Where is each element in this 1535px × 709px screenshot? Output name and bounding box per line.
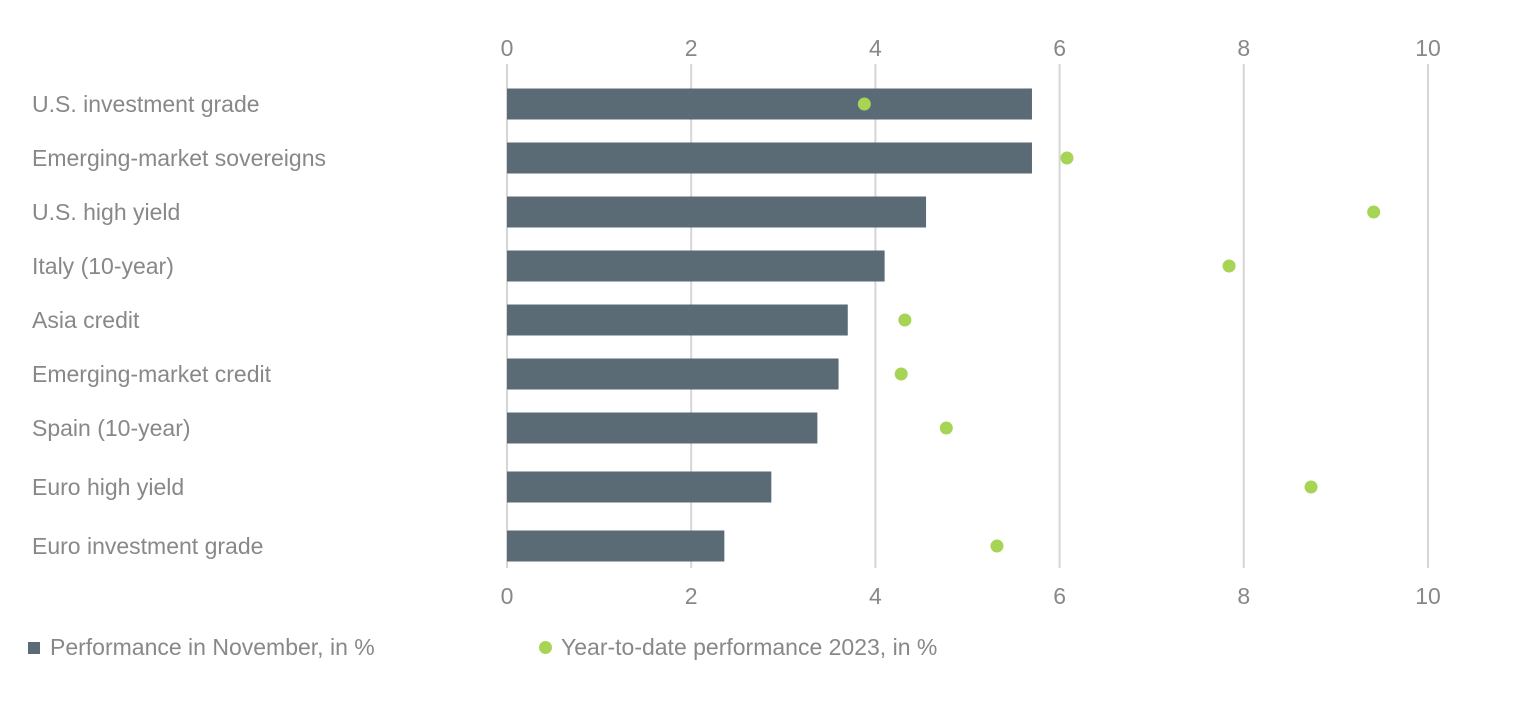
legend-bar-swatch — [28, 641, 40, 654]
dot-ytd — [898, 313, 912, 327]
x-tick-label-bottom: 8 — [1237, 583, 1250, 609]
x-tick-label-top: 6 — [1053, 35, 1066, 61]
dot-ytd — [1060, 151, 1074, 165]
category-labels: U.S. investment grade Emerging-market sov… — [32, 91, 326, 559]
x-tick-label-top: 10 — [1415, 35, 1441, 61]
legend-item-ytd: Year-to-date performance 2023, in % — [539, 634, 937, 661]
x-tick-label-top: 2 — [685, 35, 698, 61]
x-tick-label-bottom: 0 — [501, 583, 514, 609]
dots — [857, 97, 1381, 553]
bar-november — [507, 412, 818, 444]
legend-item-november: Performance in November, in % — [28, 634, 375, 661]
legend: Performance in November, in % Year-to-da… — [0, 634, 1535, 666]
dot-ytd — [1367, 205, 1381, 219]
x-tick-label-bottom: 10 — [1415, 583, 1441, 609]
x-tick-label-bottom: 2 — [685, 583, 698, 609]
dot-ytd — [1304, 480, 1318, 494]
bar-november — [507, 250, 885, 282]
category-label: Emerging-market credit — [32, 361, 272, 387]
x-tick-label-top: 0 — [501, 35, 514, 61]
bottom-axis: 0 2 4 6 8 10 — [501, 583, 1441, 609]
bar-november — [507, 304, 848, 336]
bars — [507, 88, 1032, 562]
bar-november — [507, 196, 927, 228]
category-label: Euro high yield — [32, 474, 184, 500]
legend-label-ytd: Year-to-date performance 2023, in % — [561, 634, 938, 660]
category-label: U.S. high yield — [32, 199, 180, 225]
dot-ytd — [857, 97, 871, 111]
category-label: Emerging-market sovereigns — [32, 145, 326, 171]
bar-november — [507, 358, 839, 390]
category-label: Euro investment grade — [32, 533, 263, 559]
dot-ytd — [1222, 259, 1236, 273]
bar-november — [507, 471, 772, 503]
dot-ytd — [894, 367, 908, 381]
category-label: Italy (10-year) — [32, 253, 174, 279]
x-tick-label-bottom: 4 — [869, 583, 882, 609]
chart-plot: 0 2 4 6 8 10 0 2 4 6 8 10 U.S. investment grade Eme… — [32, 35, 1441, 609]
legend-dot-swatch — [539, 641, 552, 654]
legend-label-november: Performance in November, in % — [50, 634, 375, 660]
category-label: Asia credit — [32, 307, 140, 333]
category-label: Spain (10-year) — [32, 415, 191, 441]
bar-november — [507, 142, 1032, 174]
bar-november — [507, 530, 725, 562]
bar-november — [507, 88, 1032, 120]
x-tick-label-top: 4 — [869, 35, 882, 61]
category-label: U.S. investment grade — [32, 91, 260, 117]
dot-ytd — [990, 539, 1004, 553]
top-axis: 0 2 4 6 8 10 — [501, 35, 1441, 61]
dot-ytd — [939, 421, 953, 435]
x-tick-label-top: 8 — [1237, 35, 1250, 61]
x-tick-label-bottom: 6 — [1053, 583, 1066, 609]
